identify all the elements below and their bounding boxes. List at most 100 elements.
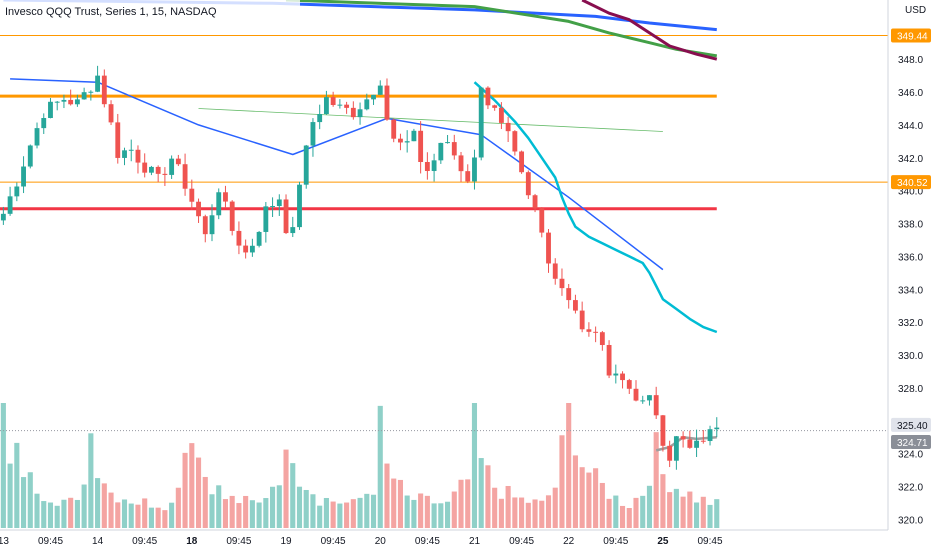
candle bbox=[236, 230, 242, 246]
volume-bar bbox=[653, 432, 659, 528]
candle bbox=[155, 166, 161, 174]
volume-bar bbox=[525, 502, 531, 528]
candle bbox=[391, 119, 397, 139]
volume-bar bbox=[101, 483, 107, 528]
volume-bar bbox=[350, 499, 356, 528]
candle bbox=[559, 278, 565, 289]
candle bbox=[81, 92, 87, 100]
time-tick-label: 09:45 bbox=[38, 536, 63, 547]
candle bbox=[620, 373, 625, 381]
price-tick-label: 324.0 bbox=[898, 450, 923, 461]
volume-bar bbox=[182, 452, 188, 528]
price-tick-label: 346.0 bbox=[898, 88, 923, 99]
candle bbox=[209, 215, 215, 235]
volume-bar bbox=[189, 443, 195, 528]
volume-bar bbox=[74, 499, 80, 528]
candle bbox=[223, 192, 228, 202]
candle bbox=[377, 85, 383, 95]
candle bbox=[196, 201, 201, 217]
candle bbox=[34, 128, 40, 146]
volume-bar bbox=[209, 494, 215, 528]
volume-bar bbox=[418, 493, 424, 528]
volume-bar bbox=[593, 468, 599, 528]
volume-bar bbox=[519, 497, 525, 528]
candle bbox=[371, 94, 376, 100]
candle bbox=[169, 158, 175, 175]
candle bbox=[297, 184, 302, 228]
indicator-line bbox=[198, 108, 663, 132]
candle bbox=[48, 101, 53, 119]
indicator-lines bbox=[0, 0, 888, 452]
candle bbox=[525, 172, 531, 196]
candle bbox=[142, 162, 148, 173]
volume-bar bbox=[640, 495, 646, 528]
candle bbox=[337, 104, 343, 106]
time-tick-label: 09:45 bbox=[321, 536, 346, 547]
candle bbox=[350, 107, 356, 118]
volume-bar bbox=[411, 499, 417, 528]
volume-bar bbox=[256, 502, 262, 528]
candle bbox=[694, 440, 699, 448]
candle bbox=[357, 109, 363, 118]
volume-bar bbox=[667, 492, 673, 528]
candle bbox=[640, 400, 646, 402]
volume-bar bbox=[270, 486, 276, 528]
volume-bar bbox=[216, 485, 222, 528]
candle bbox=[14, 186, 20, 197]
time-axis[interactable]: 13 09:45 14 09:45 18 09:45 19 09:45 20 09:45 21 09:… bbox=[0, 529, 888, 547]
volume-bar bbox=[505, 485, 511, 528]
candle bbox=[505, 122, 511, 132]
volume-bar bbox=[47, 502, 54, 528]
candle bbox=[673, 436, 679, 461]
candle bbox=[552, 263, 558, 279]
candle bbox=[687, 439, 693, 448]
volume-bar bbox=[445, 501, 451, 528]
price-tag bbox=[891, 175, 931, 190]
volume-bar bbox=[337, 503, 343, 528]
volume-bar bbox=[330, 501, 336, 528]
candle bbox=[61, 99, 67, 102]
volume-bar bbox=[694, 502, 700, 528]
volume-bar bbox=[115, 502, 121, 528]
price-tag-label: 349.44 bbox=[897, 32, 928, 43]
candle bbox=[175, 158, 181, 165]
candle bbox=[249, 245, 255, 253]
candle bbox=[344, 104, 350, 108]
indicator-line bbox=[581, 0, 718, 61]
volume-bar bbox=[559, 435, 565, 528]
candle bbox=[95, 75, 101, 92]
candle bbox=[599, 332, 605, 346]
volume-bar bbox=[687, 491, 693, 528]
candle bbox=[108, 104, 114, 123]
volume-bar bbox=[169, 502, 175, 528]
volume-bar bbox=[586, 472, 592, 528]
price-tick-label: 336.0 bbox=[898, 252, 923, 263]
price-tick-label: 342.0 bbox=[898, 154, 923, 165]
volume-bar bbox=[431, 503, 437, 528]
time-tick-label: 25 bbox=[657, 536, 669, 547]
price-axis[interactable]: 320.0322.0324.0326.0328.0330.0332.0334.0… bbox=[887, 0, 932, 550]
price-tag bbox=[891, 28, 931, 43]
candle bbox=[653, 395, 659, 416]
volume-bar bbox=[155, 507, 161, 528]
candle bbox=[243, 245, 249, 253]
candle bbox=[303, 145, 309, 185]
candle bbox=[202, 216, 208, 235]
volume-bar bbox=[276, 485, 282, 528]
candle bbox=[21, 166, 26, 187]
candle bbox=[0, 213, 6, 221]
candle bbox=[532, 195, 538, 209]
time-tick-label: 19 bbox=[280, 536, 292, 547]
candle bbox=[579, 310, 585, 330]
candle bbox=[660, 415, 666, 446]
volume-bar bbox=[121, 499, 128, 528]
volume-bar bbox=[317, 505, 323, 528]
volume-bar bbox=[344, 502, 350, 528]
candle bbox=[317, 114, 323, 123]
candle bbox=[398, 138, 403, 143]
price-tick-label: 338.0 bbox=[898, 220, 923, 231]
volume-bar bbox=[391, 478, 397, 528]
candle bbox=[216, 192, 222, 216]
volume-bar bbox=[95, 478, 101, 528]
